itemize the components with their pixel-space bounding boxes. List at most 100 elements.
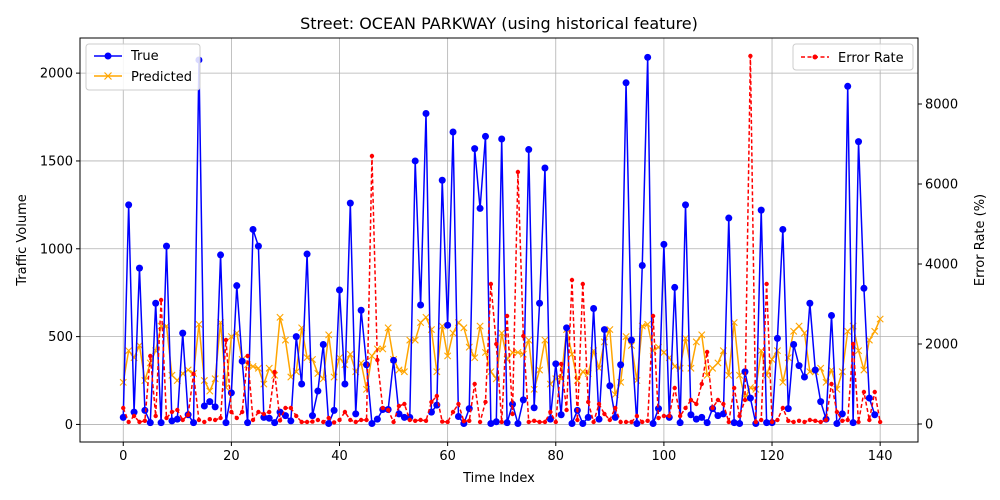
data-point-error-rate	[461, 419, 467, 424]
data-point-true	[509, 400, 517, 408]
data-point-true	[563, 324, 571, 332]
data-point-predicted	[249, 362, 257, 371]
data-point-true	[730, 419, 738, 427]
data-point-predicted	[660, 348, 668, 357]
y2-tick-label: 8000	[925, 98, 958, 113]
data-point-true	[368, 420, 376, 428]
data-point-true	[168, 417, 176, 425]
series-line-true	[122, 56, 876, 425]
data-point-true	[568, 420, 576, 428]
data-point-error-rate	[212, 417, 218, 423]
data-point-predicted	[157, 322, 165, 330]
data-point-error-rate	[277, 418, 283, 423]
data-point-error-rate	[834, 409, 840, 415]
legend-error-marker	[812, 54, 818, 60]
data-point-error-rate	[169, 409, 175, 415]
data-point-predicted	[579, 368, 587, 376]
data-point-true	[449, 128, 457, 136]
data-point-error-rate	[348, 417, 353, 423]
data-point-error-rate	[802, 419, 807, 425]
data-point-predicted	[119, 378, 127, 386]
data-point-predicted	[779, 378, 787, 386]
data-point-true	[417, 301, 425, 309]
data-point-true	[487, 420, 495, 428]
data-point-predicted	[687, 364, 695, 372]
data-point-error-rate	[391, 419, 396, 425]
x-axis-label: Time Index	[462, 471, 535, 486]
data-point-true	[536, 299, 544, 307]
y-axis-right: 0 2000 4000 6000 8000	[918, 98, 958, 433]
y2-axis-label: Error Rate (%)	[973, 194, 988, 286]
data-point-error-rate	[434, 393, 440, 399]
data-point-predicted	[141, 376, 149, 385]
data-point-predicted	[379, 345, 387, 353]
data-point-true	[811, 366, 819, 374]
data-point-error-rate	[618, 419, 623, 425]
data-point-error-rate	[494, 341, 499, 347]
x-tick-label: 20	[223, 449, 240, 464]
data-point-true	[736, 420, 744, 428]
data-point-error-rate	[715, 397, 721, 403]
data-point-predicted	[335, 354, 344, 362]
data-point-error-rate	[245, 353, 250, 359]
data-point-true	[763, 419, 771, 427]
data-point-error-rate	[142, 418, 148, 423]
data-point-true	[190, 419, 198, 427]
data-point-error-rate	[656, 415, 661, 421]
data-point-true	[454, 413, 462, 421]
data-point-true	[357, 306, 365, 314]
data-point-error-rate	[575, 417, 580, 423]
data-point-error-rate	[396, 403, 402, 409]
data-point-true	[525, 146, 533, 154]
data-point-error-rate	[229, 409, 234, 415]
data-point-error-rate	[267, 409, 272, 415]
data-point-true	[390, 356, 398, 364]
data-point-true	[838, 410, 846, 418]
data-point-true	[800, 373, 808, 381]
data-point-true	[352, 410, 360, 418]
data-point-error-rate	[423, 418, 429, 423]
data-point-true	[211, 403, 219, 411]
data-point-true	[779, 225, 787, 233]
data-point-true	[325, 420, 333, 428]
y2-tick-label: 4000	[925, 258, 958, 273]
data-point-error-rate	[445, 419, 450, 425]
data-point-error-rate	[753, 419, 759, 425]
data-point-error-rate	[510, 411, 515, 417]
data-point-predicted	[492, 375, 500, 383]
data-point-predicted	[671, 362, 679, 371]
data-point-true	[514, 420, 522, 428]
data-point-error-rate	[407, 417, 412, 423]
data-point-error-rate	[185, 412, 191, 417]
data-point-error-rate	[261, 411, 267, 417]
y-tick-label: 1000	[40, 242, 73, 257]
data-point-error-rate	[640, 419, 645, 425]
data-point-error-rate	[467, 418, 472, 423]
data-point-error-rate	[472, 381, 477, 387]
data-point-true	[579, 420, 587, 428]
data-point-true	[471, 145, 479, 153]
y2-tick-label: 2000	[925, 338, 958, 353]
data-point-error-rate	[218, 415, 223, 421]
data-point-error-rate	[704, 349, 710, 355]
data-point-error-rate	[483, 399, 488, 405]
data-point-predicted	[303, 354, 311, 362]
data-point-true	[341, 380, 349, 388]
data-point-error-rate	[558, 361, 564, 367]
data-point-error-rate	[694, 401, 699, 407]
data-point-error-rate	[629, 419, 634, 425]
data-point-true	[633, 420, 641, 428]
data-point-error-rate	[450, 409, 456, 415]
data-point-true	[119, 413, 127, 421]
y-axis-label: Traffic Volume	[15, 194, 30, 287]
data-point-error-rate	[364, 417, 369, 423]
x-tick-label: 120	[760, 449, 785, 464]
data-point-error-rate	[440, 419, 445, 424]
y2-tick-label: 0	[925, 418, 933, 433]
data-point-true	[600, 326, 608, 334]
data-point-true	[649, 420, 657, 428]
data-point-predicted	[541, 336, 549, 344]
data-point-predicted	[276, 313, 284, 321]
data-point-error-rate	[126, 419, 131, 425]
data-point-error-rate	[256, 409, 261, 415]
